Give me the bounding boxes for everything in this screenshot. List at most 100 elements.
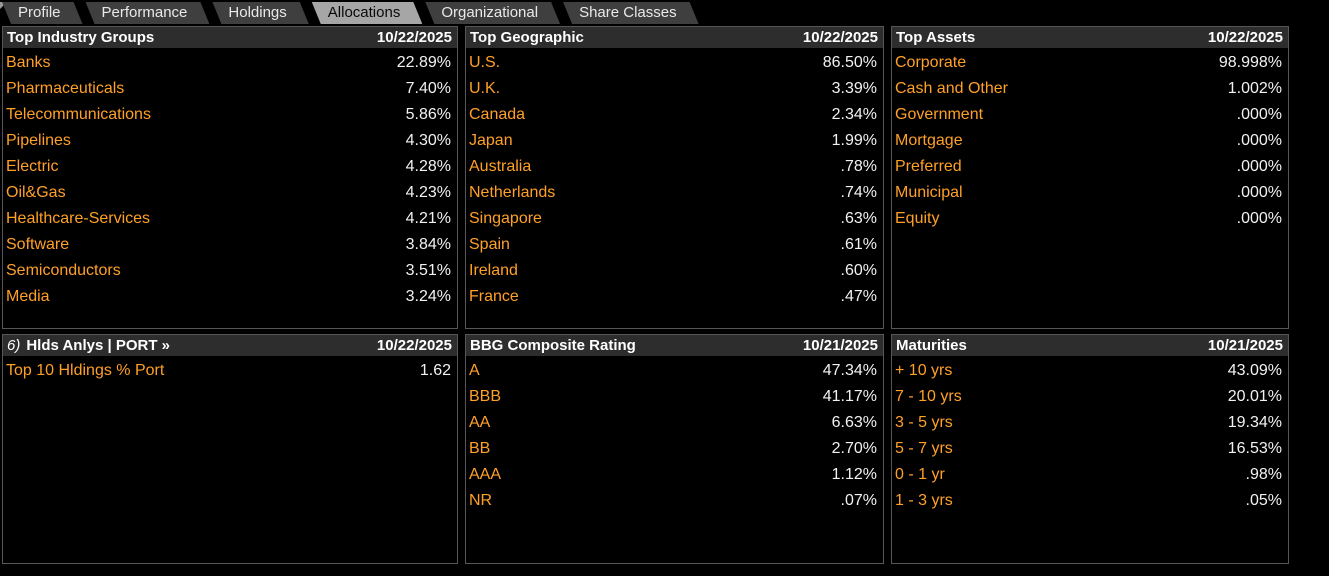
tab-share-classes[interactable]: Share Classes (563, 2, 699, 24)
row-value: 2.34% (831, 106, 877, 123)
list-item: BB 2.70% (466, 436, 883, 462)
panel-holdings-analysis: 6) Hlds Anlys | PORT » 10/22/2025 Top 10… (2, 334, 458, 564)
row-value: 86.50% (822, 54, 877, 71)
row-label: Preferred (895, 158, 962, 175)
row-value: 6.63% (831, 414, 877, 431)
list-item: AA 6.63% (466, 410, 883, 436)
row-label: Oil&Gas (6, 184, 66, 201)
row-value: 1.62 (419, 362, 451, 379)
row-value: 1.12% (831, 466, 877, 483)
row-value: 19.34% (1227, 414, 1282, 431)
list-item: Telecommunications 5.86% (3, 102, 457, 128)
panel-body: A 47.34% BBB 41.17% AA 6.63% BB 2.70% AAA 1.12% NR… (466, 357, 883, 563)
panel-header: Maturities 10/21/2025 (892, 335, 1288, 357)
list-item: Municipal .000% (892, 180, 1288, 206)
row-label: France (469, 288, 519, 305)
row-label: Pharmaceuticals (6, 80, 125, 97)
panel-date: 10/22/2025 (376, 337, 452, 354)
row-label: Mortgage (895, 132, 963, 149)
list-item: France .47% (466, 284, 883, 310)
panel-date: 10/22/2025 (376, 29, 452, 46)
panel-bbg-composite-rating: BBG Composite Rating 10/21/2025 A 47.34% B… (465, 334, 884, 564)
tab-holdings[interactable]: Holdings (212, 2, 308, 24)
row-value: 3.51% (405, 262, 451, 279)
list-item: AAA 1.12% (466, 462, 883, 488)
list-item: 3 - 5 yrs 19.34% (892, 410, 1288, 436)
list-item: Japan 1.99% (466, 128, 883, 154)
tab-organizational[interactable]: Organizational (425, 2, 560, 24)
list-item: Top 10 Hldings % Port 1.62 (3, 358, 457, 384)
row-value: 43.09% (1227, 362, 1282, 379)
panel-title: Top Geographic (470, 29, 584, 46)
list-item: Pharmaceuticals 7.40% (3, 76, 457, 102)
list-item: Media 3.24% (3, 284, 457, 310)
row-value: .47% (840, 288, 877, 305)
panel-top-assets: Top Assets 10/22/2025 Corporate 98.998% Ca… (891, 26, 1289, 329)
row-label: Government (895, 106, 984, 123)
row-value: 1.002% (1227, 80, 1282, 97)
row-label: Equity (895, 210, 940, 227)
panel-header: Top Geographic 10/22/2025 (466, 27, 883, 49)
list-item: + 10 yrs 43.09% (892, 358, 1288, 384)
row-value: 4.23% (405, 184, 451, 201)
row-label: 3 - 5 yrs (895, 414, 953, 431)
list-item: 1 - 3 yrs .05% (892, 488, 1288, 514)
list-item: NR .07% (466, 488, 883, 514)
panel-date: 10/21/2025 (1207, 337, 1283, 354)
row-value: 3.39% (831, 80, 877, 97)
list-item: Canada 2.34% (466, 102, 883, 128)
row-value: .000% (1236, 158, 1282, 175)
row-label: Spain (469, 236, 510, 253)
row-label: AA (469, 414, 491, 431)
row-value: 16.53% (1227, 440, 1282, 457)
panel-title: Maturities (896, 337, 967, 354)
list-item: Software 3.84% (3, 232, 457, 258)
tab-profile[interactable]: Profile (2, 2, 83, 24)
list-item: Mortgage .000% (892, 128, 1288, 154)
list-item: Spain .61% (466, 232, 883, 258)
list-item: Semiconductors 3.51% (3, 258, 457, 284)
panel-body: Corporate 98.998% Cash and Other 1.002% Gove… (892, 49, 1288, 328)
row-value: 1.99% (831, 132, 877, 149)
row-value: 3.24% (405, 288, 451, 305)
panel-header: Top Assets 10/22/2025 (892, 27, 1288, 49)
panel-maturities: Maturities 10/21/2025 + 10 yrs 43.09% 7 - … (891, 334, 1289, 564)
row-value: .05% (1245, 492, 1282, 509)
list-item: 5 - 7 yrs 16.53% (892, 436, 1288, 462)
list-item: BBB 41.17% (466, 384, 883, 410)
row-value: .78% (840, 158, 877, 175)
row-label: 1 - 3 yrs (895, 492, 953, 509)
holdings-analysis-port-link[interactable]: 6) Hlds Anlys | PORT » (7, 335, 170, 356)
list-item: U.S. 86.50% (466, 50, 883, 76)
tab-allocations[interactable]: Allocations (312, 2, 423, 24)
row-label: Top 10 Hldings % Port (6, 362, 165, 379)
row-value: .63% (840, 210, 877, 227)
row-value: .74% (840, 184, 877, 201)
row-value: .000% (1236, 106, 1282, 123)
panel-top-geographic: Top Geographic 10/22/2025 U.S. 86.50% U.K.… (465, 26, 884, 329)
panel-header: BBG Composite Rating 10/21/2025 (466, 335, 883, 357)
list-item: Ireland .60% (466, 258, 883, 284)
panel-title: Top Assets (896, 29, 976, 46)
row-label: U.K. (469, 80, 501, 97)
list-item: Netherlands .74% (466, 180, 883, 206)
panel-body: Banks 22.89% Pharmaceuticals 7.40% Telecommu… (3, 49, 457, 328)
row-label: 5 - 7 yrs (895, 440, 953, 457)
list-item: Singapore .63% (466, 206, 883, 232)
panel-header: 6) Hlds Anlys | PORT » 10/22/2025 (3, 335, 457, 357)
list-item: 7 - 10 yrs 20.01% (892, 384, 1288, 410)
row-value: 4.21% (405, 210, 451, 227)
row-label: BB (469, 440, 491, 457)
row-label: Corporate (895, 54, 967, 71)
row-label: Electric (6, 158, 59, 175)
tab-performance[interactable]: Performance (86, 2, 210, 24)
row-label: Media (6, 288, 50, 305)
row-label: NR (469, 492, 493, 509)
row-label: U.S. (469, 54, 501, 71)
row-value: .000% (1236, 184, 1282, 201)
row-value: .60% (840, 262, 877, 279)
row-label: Software (6, 236, 70, 253)
panel-date: 10/22/2025 (1207, 29, 1283, 46)
row-value: 41.17% (822, 388, 877, 405)
row-value: 20.01% (1227, 388, 1282, 405)
